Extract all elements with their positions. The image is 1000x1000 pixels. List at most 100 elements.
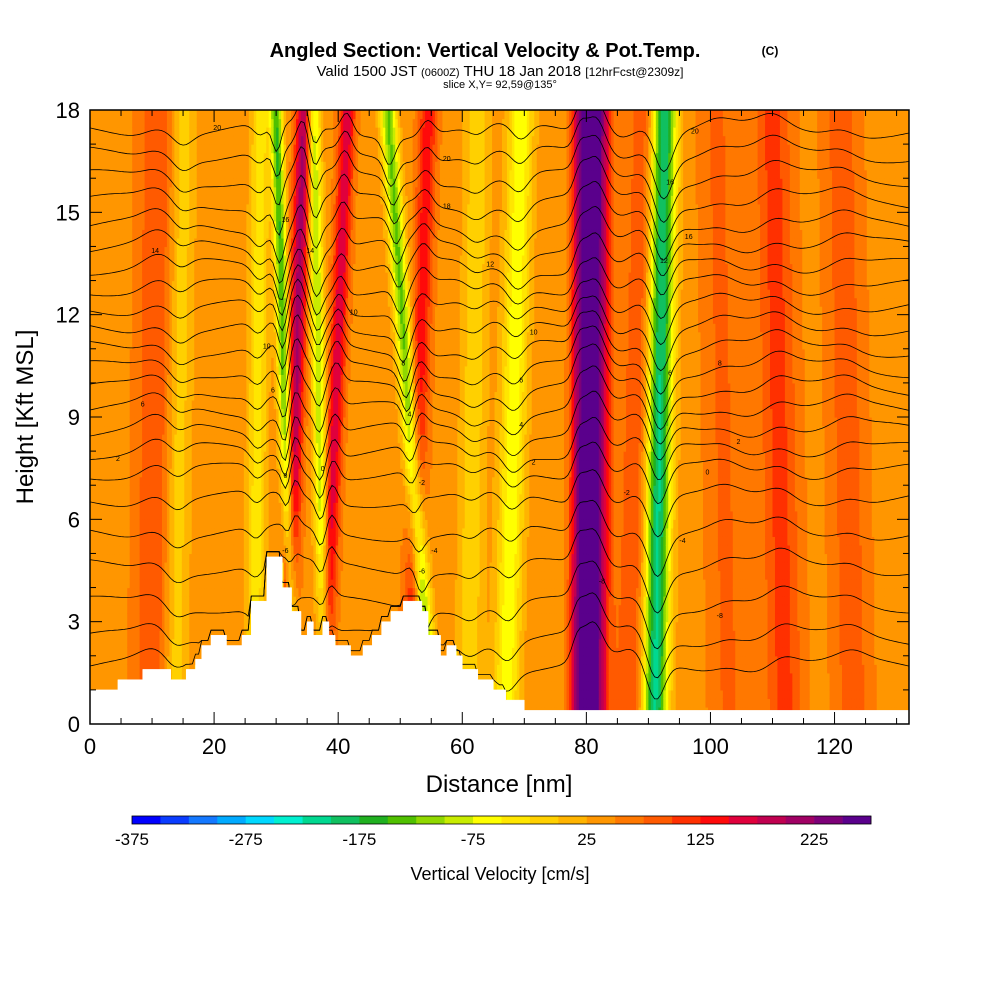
velocity-cell xyxy=(129,570,133,580)
velocity-cell xyxy=(104,220,108,230)
velocity-cell xyxy=(94,519,99,529)
velocity-cell xyxy=(109,476,113,486)
velocity-cell xyxy=(127,493,131,503)
velocity-cell xyxy=(129,544,133,555)
velocity-cell xyxy=(137,323,141,333)
velocity-cell xyxy=(137,306,141,316)
velocity-cell xyxy=(144,613,148,623)
velocity-cell xyxy=(99,536,104,546)
velocity-cell xyxy=(132,382,136,393)
velocity-cell xyxy=(109,118,113,128)
velocity-cell xyxy=(117,135,121,145)
velocity-cell xyxy=(134,314,138,324)
velocity-cell xyxy=(127,655,131,665)
velocity-cell xyxy=(129,331,133,341)
velocity-cell xyxy=(97,399,101,410)
velocity-cell xyxy=(94,553,99,563)
velocity-cell xyxy=(90,630,94,640)
velocity-cell xyxy=(114,348,118,358)
velocity-cell xyxy=(139,272,143,282)
velocity-cell xyxy=(117,382,121,393)
velocity-cell xyxy=(107,664,111,674)
velocity-cell xyxy=(127,502,131,512)
velocity-cell xyxy=(104,672,108,682)
forecast-info: [12hrFcst@2309z] xyxy=(585,65,683,79)
velocity-cell xyxy=(102,425,106,435)
velocity-cell xyxy=(139,434,143,444)
velocity-cell xyxy=(119,144,123,154)
velocity-cell xyxy=(99,348,104,358)
velocity-cell xyxy=(99,570,104,580)
velocity-cell xyxy=(142,382,146,393)
velocity-cell xyxy=(94,570,99,580)
velocity-cell xyxy=(114,254,118,265)
velocity-cell xyxy=(119,519,123,529)
velocity-cell xyxy=(112,382,116,393)
velocity-cell xyxy=(127,169,131,179)
velocity-cell xyxy=(114,340,118,350)
velocity-cell xyxy=(99,391,104,401)
velocity-cell xyxy=(94,527,99,537)
velocity-cell xyxy=(99,604,104,614)
velocity-cell xyxy=(114,647,118,657)
velocity-cell xyxy=(132,553,136,563)
velocity-cell xyxy=(99,127,104,137)
velocity-cell xyxy=(119,553,123,563)
velocity-cell xyxy=(142,638,146,648)
velocity-cell xyxy=(122,118,126,128)
velocity-cell xyxy=(129,434,133,444)
velocity-cell xyxy=(114,681,118,691)
velocity-cell xyxy=(97,118,101,128)
velocity-cell xyxy=(124,579,128,589)
velocity-cell xyxy=(142,323,146,333)
velocity-cell xyxy=(90,357,94,367)
velocity-cell xyxy=(117,178,121,188)
velocity-cell xyxy=(97,297,101,307)
velocity-cell xyxy=(127,664,131,674)
velocity-cell xyxy=(92,280,96,290)
valid-prefix: Valid 1500 JST xyxy=(317,63,417,80)
velocity-cell xyxy=(104,468,108,478)
velocity-cell xyxy=(109,237,113,248)
velocity-cell xyxy=(127,357,131,367)
velocity-cell xyxy=(114,570,118,580)
velocity-cell xyxy=(114,280,118,290)
velocity-cell xyxy=(97,254,101,265)
velocity-cell xyxy=(117,272,121,282)
velocity-cell xyxy=(117,289,121,299)
velocity-cell xyxy=(102,459,106,469)
velocity-cell xyxy=(112,118,116,128)
velocity-cell xyxy=(104,587,108,597)
velocity-cell xyxy=(122,297,126,307)
velocity-cell xyxy=(124,289,128,299)
velocity-cell xyxy=(112,263,116,273)
velocity-cell xyxy=(92,468,96,478)
velocity-cell xyxy=(99,544,104,555)
velocity-cell xyxy=(142,408,146,418)
velocity-cell xyxy=(112,655,116,665)
velocity-cell xyxy=(109,382,113,393)
velocity-cell xyxy=(114,195,118,205)
velocity-cell xyxy=(142,527,146,537)
velocity-cell xyxy=(129,340,133,350)
velocity-cell xyxy=(134,144,138,154)
velocity-cell xyxy=(94,655,99,665)
velocity-cell xyxy=(129,399,133,410)
slice-info: slice X,Y= 92,59@135° xyxy=(443,79,557,91)
velocity-cell xyxy=(122,229,126,239)
velocity-cell xyxy=(137,476,141,486)
velocity-cell xyxy=(114,664,118,674)
velocity-cell xyxy=(132,186,136,196)
velocity-cell xyxy=(127,561,131,572)
velocity-cell xyxy=(129,297,133,307)
velocity-cell xyxy=(144,579,148,589)
velocity-cell xyxy=(139,553,143,563)
velocity-cell xyxy=(102,510,106,520)
velocity-cell xyxy=(142,110,146,120)
velocity-cell xyxy=(107,144,111,154)
velocity-cell xyxy=(124,323,128,333)
velocity-cell xyxy=(124,408,128,418)
velocity-cell xyxy=(124,613,128,623)
velocity-cell xyxy=(127,178,131,188)
velocity-cell xyxy=(90,596,94,606)
